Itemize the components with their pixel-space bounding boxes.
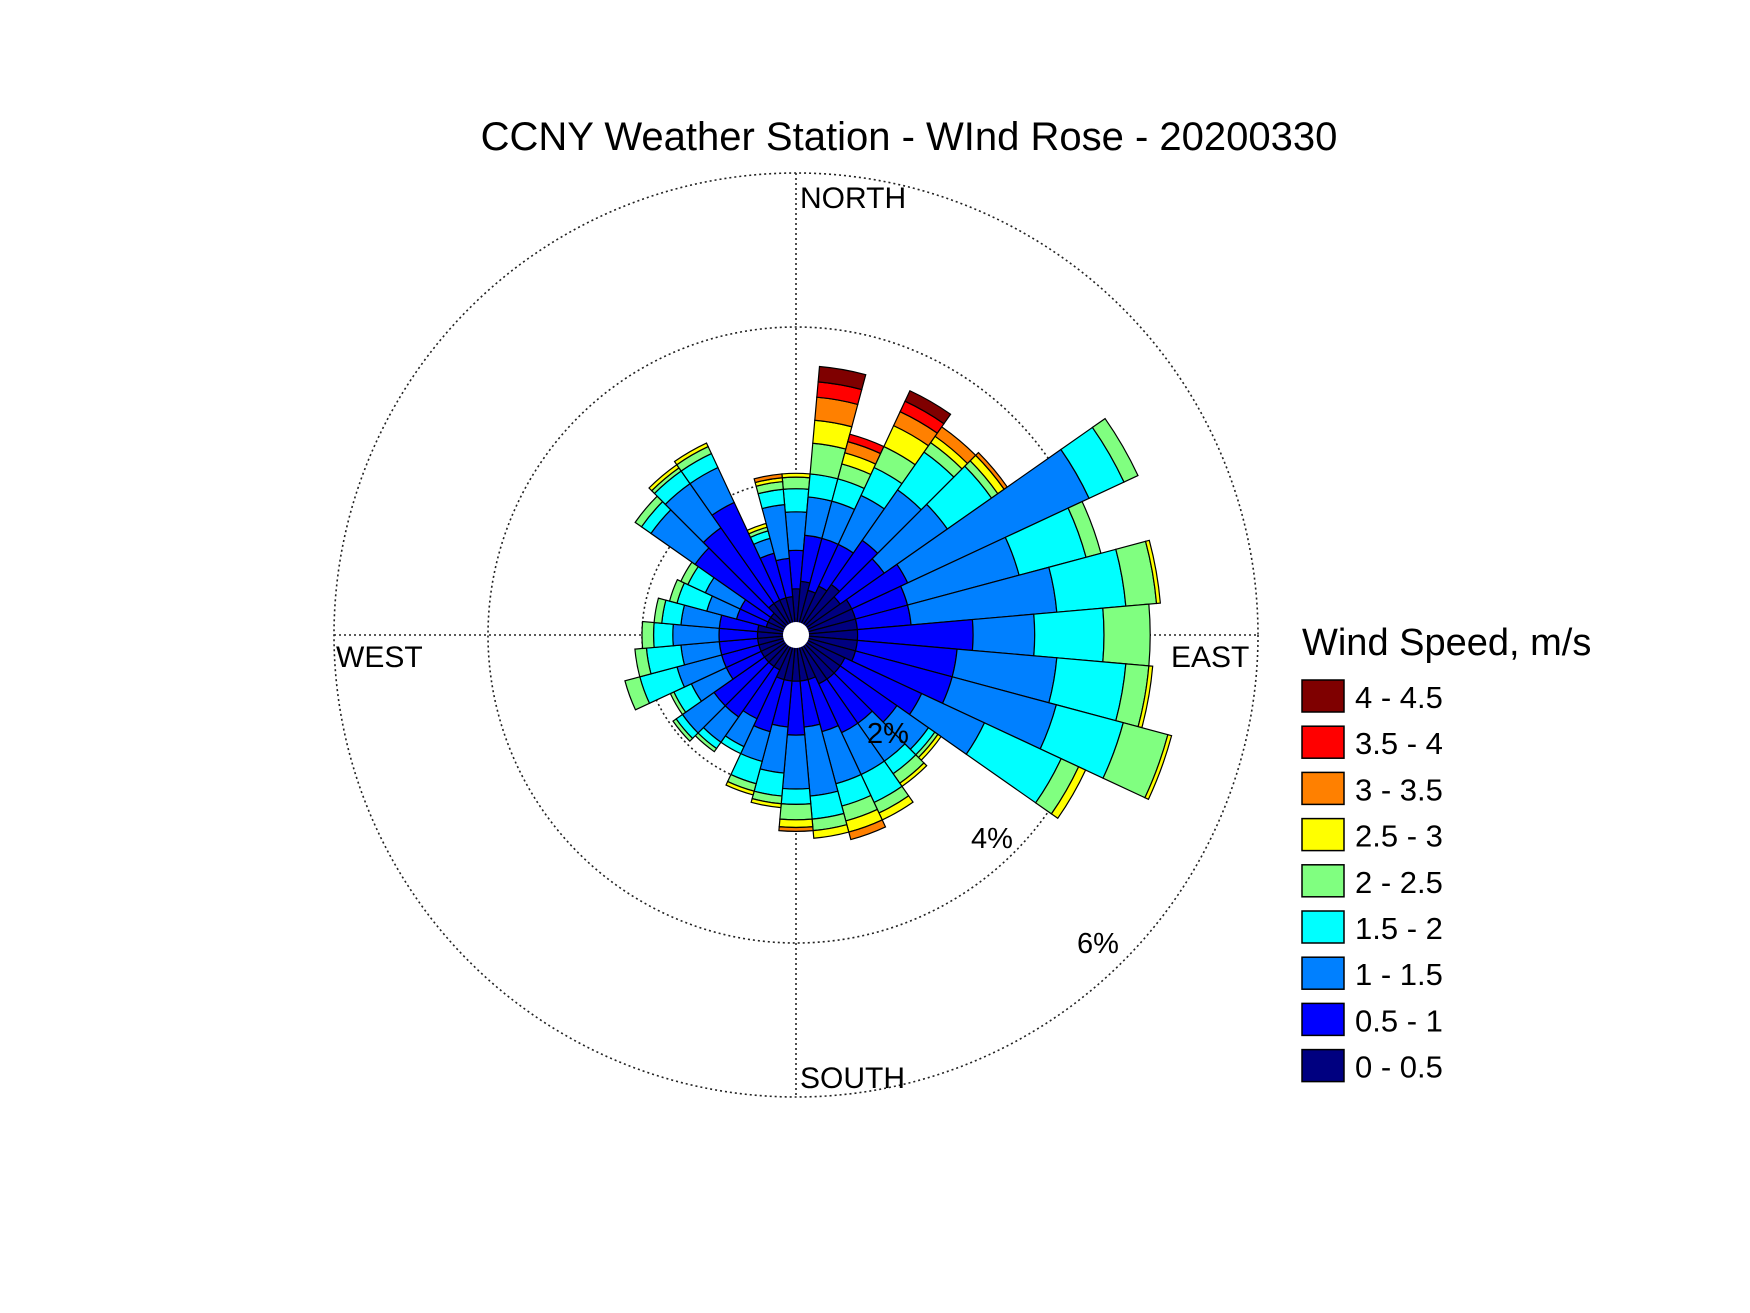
legend-swatch-4 [1301,864,1345,898]
wedge-dir200-bin5 [725,780,755,796]
wedge-dir330-bin5 [673,442,709,466]
wedge-dir180-bin6 [778,826,814,832]
wedge-dir0-bin4 [781,476,811,490]
legend-label-2: 3 - 3.5 [1355,772,1443,807]
wedge-dir0-bin5 [781,472,811,479]
wedge-dir170-bin5 [812,823,850,839]
wedge-dir180-bin4 [779,803,813,821]
center-hole [783,622,809,648]
wedge-dir350-bin6 [753,473,783,484]
direction-label-south: SOUTH [800,1062,905,1095]
wedge-dir250-bin4 [624,676,651,711]
wedge-dir120-bin5 [1050,765,1087,820]
wedge-dir160-bin6 [848,819,887,841]
ring-label-2: 2% [867,718,909,750]
wedge-dir270-bin3 [652,621,674,649]
legend-label-1: 3.5 - 4 [1355,726,1443,761]
wedge-dir10-bin8 [817,365,867,391]
direction-label-north: NORTH [800,182,906,215]
legend-swatch-7 [1301,1002,1345,1037]
chart-title: CCNY Weather Station - WInd Rose - 20200… [481,115,1338,159]
legend-swatch-8 [1301,1048,1345,1083]
legend-label-0: 4 - 4.5 [1355,680,1443,715]
wedge-dir230-bin4 [672,718,694,743]
legend-swatch-2 [1301,771,1345,806]
ring-label-6: 6% [1077,928,1119,960]
wedge-dir80-bin5 [1144,539,1162,605]
legend-label-7: 0.5 - 1 [1355,1003,1443,1038]
legend-label-8: 0 - 0.5 [1355,1050,1443,1085]
wedge-dir270-bin4 [641,620,655,650]
legend-swatch-3 [1301,817,1345,852]
legend-label-5: 1.5 - 2 [1355,911,1443,946]
wind-rose-wedges [624,365,1173,841]
wedge-dir0-bin3 [782,488,810,513]
wedge-dir180-bin3 [780,787,812,805]
direction-label-east: EAST [1171,641,1249,674]
wedge-dir260-bin4 [634,647,652,678]
legend-swatch-1 [1301,725,1345,759]
wedge-dir60-bin4 [1091,417,1139,483]
legend-label-4: 2 - 2.5 [1355,865,1443,900]
direction-label-west: WEST [336,641,423,674]
wedge-dir90-bin4 [1102,603,1151,667]
wedge-dir30-bin8 [904,389,952,425]
wedge-dir280-bin4 [653,597,667,624]
legend-swatch-0 [1301,679,1345,713]
legend-swatch-6 [1301,956,1345,990]
wedge-dir90-bin2 [971,613,1036,657]
ring-label-4: 4% [971,823,1013,855]
wedge-dir290-bin4 [668,578,686,604]
wedge-dir190-bin5 [750,797,782,809]
legend-swatch-5 [1301,910,1345,944]
wedge-dir110-bin5 [1144,733,1173,801]
legend-label-3: 2.5 - 3 [1355,819,1443,854]
legend-title: Wind Speed, m/s [1302,622,1591,664]
wedge-dir90-bin3 [1033,607,1105,663]
legend: 4 - 4.5 3.5 - 4 3 - 3.5 2.5 - 3 2 - 2.5 1.5 -… [1301,679,1443,1085]
legend-label-6: 1 - 1.5 [1355,957,1443,992]
wedge-dir180-bin5 [778,818,814,829]
